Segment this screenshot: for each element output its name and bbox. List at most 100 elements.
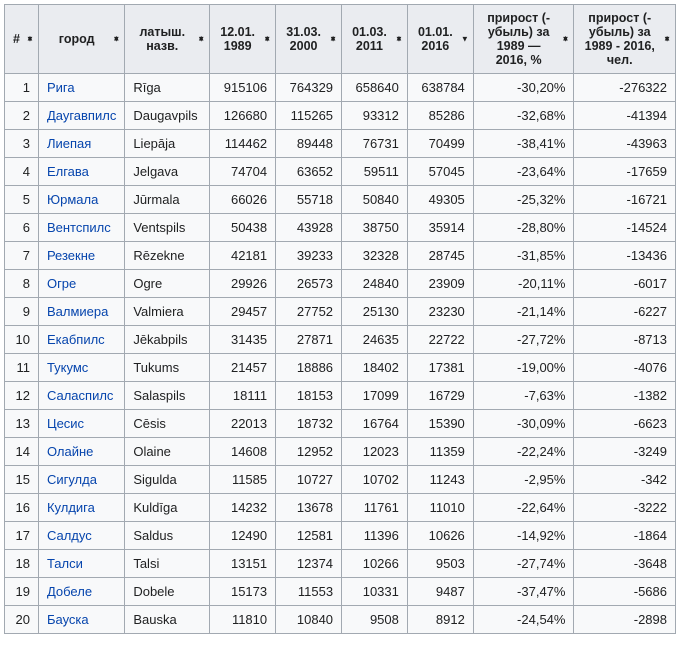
- city-link[interactable]: Тукумс: [47, 360, 88, 375]
- col-header-growth-abs[interactable]: прирост (-убыль) за 1989 - 2016, чел.: [574, 5, 676, 74]
- cell-lat: Saldus: [125, 522, 210, 550]
- table-body: 1РигаRīga915106764329658640638784-30,20%…: [5, 74, 676, 634]
- cell-v2000: 39233: [276, 242, 342, 270]
- city-link[interactable]: Вентспилс: [47, 220, 111, 235]
- city-link[interactable]: Олайне: [47, 444, 93, 459]
- cell-v1989: 29926: [210, 270, 276, 298]
- city-link[interactable]: Даугавпилс: [47, 108, 116, 123]
- cell-abs: -1382: [574, 382, 676, 410]
- cell-n: 7: [5, 242, 39, 270]
- city-link[interactable]: Екабпилс: [47, 332, 105, 347]
- cell-abs: -6227: [574, 298, 676, 326]
- cell-v1989: 29457: [210, 298, 276, 326]
- cell-v2016: 15390: [407, 410, 473, 438]
- cell-pct: -2,95%: [473, 466, 574, 494]
- cell-v2000: 12952: [276, 438, 342, 466]
- cell-v1989: 42181: [210, 242, 276, 270]
- table-row: 16КулдигаKuldīga14232136781176111010-22,…: [5, 494, 676, 522]
- city-link[interactable]: Юрмала: [47, 192, 98, 207]
- col-header-city[interactable]: город: [38, 5, 124, 74]
- cell-n: 11: [5, 354, 39, 382]
- cell-v1989: 13151: [210, 550, 276, 578]
- city-link[interactable]: Добеле: [47, 584, 92, 599]
- cell-v2011: 12023: [342, 438, 408, 466]
- cell-lat: Cēsis: [125, 410, 210, 438]
- cell-city: Резекне: [38, 242, 124, 270]
- city-link[interactable]: Лиепая: [47, 136, 91, 151]
- col-header-growth-pct[interactable]: прирост (-убыль) за 1989 — 2016, %: [473, 5, 574, 74]
- cell-v1989: 66026: [210, 186, 276, 214]
- city-link[interactable]: Бауска: [47, 612, 89, 627]
- cell-v2016: 9487: [407, 578, 473, 606]
- cell-abs: -6017: [574, 270, 676, 298]
- cell-v2011: 50840: [342, 186, 408, 214]
- cell-v2000: 43928: [276, 214, 342, 242]
- cell-abs: -4076: [574, 354, 676, 382]
- cell-city: Сигулда: [38, 466, 124, 494]
- header-label: 01.03. 2011: [352, 25, 387, 53]
- cell-lat: Jūrmala: [125, 186, 210, 214]
- cell-n: 4: [5, 158, 39, 186]
- sort-both-icon: [562, 39, 570, 40]
- cell-v2000: 13678: [276, 494, 342, 522]
- cell-abs: -5686: [574, 578, 676, 606]
- table-row: 19ДобелеDobele1517311553103319487-37,47%…: [5, 578, 676, 606]
- cell-v2000: 27752: [276, 298, 342, 326]
- col-header-latname[interactable]: латыш. назв.: [125, 5, 210, 74]
- cell-v1989: 114462: [210, 130, 276, 158]
- cell-pct: -14,92%: [473, 522, 574, 550]
- cell-city: Елгава: [38, 158, 124, 186]
- city-link[interactable]: Цесис: [47, 416, 84, 431]
- table-row: 20БаускаBauska118101084095088912-24,54%-…: [5, 606, 676, 634]
- table-row: 9ВалмиераValmiera29457277522513023230-21…: [5, 298, 676, 326]
- city-link[interactable]: Саласпилс: [47, 388, 113, 403]
- cell-lat: Sigulda: [125, 466, 210, 494]
- cell-v2016: 9503: [407, 550, 473, 578]
- cell-v2000: 12374: [276, 550, 342, 578]
- cell-n: 1: [5, 74, 39, 102]
- cell-city: Валмиера: [38, 298, 124, 326]
- cell-v2011: 11761: [342, 494, 408, 522]
- table-row: 4ЕлгаваJelgava74704636525951157045-23,64…: [5, 158, 676, 186]
- city-link[interactable]: Кулдига: [47, 500, 95, 515]
- city-link[interactable]: Елгава: [47, 164, 89, 179]
- cell-v2000: 55718: [276, 186, 342, 214]
- cell-lat: Ventspils: [125, 214, 210, 242]
- cell-pct: -21,14%: [473, 298, 574, 326]
- cell-v2000: 10727: [276, 466, 342, 494]
- cell-pct: -37,47%: [473, 578, 574, 606]
- cell-pct: -22,64%: [473, 494, 574, 522]
- table-row: 2ДаугавпилсDaugavpils1266801152659331285…: [5, 102, 676, 130]
- cell-abs: -3648: [574, 550, 676, 578]
- city-link[interactable]: Огре: [47, 276, 76, 291]
- cell-city: Даугавпилс: [38, 102, 124, 130]
- cell-v1989: 915106: [210, 74, 276, 102]
- col-header-2000[interactable]: 31.03. 2000: [276, 5, 342, 74]
- cell-pct: -32,68%: [473, 102, 574, 130]
- cell-city: Юрмала: [38, 186, 124, 214]
- cell-v2016: 8912: [407, 606, 473, 634]
- col-header-2016[interactable]: 01.01. 2016: [407, 5, 473, 74]
- city-link[interactable]: Салдус: [47, 528, 92, 543]
- cell-city: Олайне: [38, 438, 124, 466]
- cell-lat: Bauska: [125, 606, 210, 634]
- col-header-2011[interactable]: 01.03. 2011: [342, 5, 408, 74]
- col-header-num[interactable]: #: [5, 5, 39, 74]
- city-link[interactable]: Валмиера: [47, 304, 108, 319]
- cell-n: 18: [5, 550, 39, 578]
- col-header-1989[interactable]: 12.01. 1989: [210, 5, 276, 74]
- city-link[interactable]: Рига: [47, 80, 75, 95]
- cell-v1989: 50438: [210, 214, 276, 242]
- cell-v2000: 27871: [276, 326, 342, 354]
- city-link[interactable]: Сигулда: [47, 472, 97, 487]
- cell-v2016: 85286: [407, 102, 473, 130]
- cell-n: 16: [5, 494, 39, 522]
- cell-city: Тукумс: [38, 354, 124, 382]
- cell-city: Цесис: [38, 410, 124, 438]
- cell-pct: -20,11%: [473, 270, 574, 298]
- cell-pct: -30,20%: [473, 74, 574, 102]
- city-link[interactable]: Талси: [47, 556, 83, 571]
- city-link[interactable]: Резекне: [47, 248, 95, 263]
- cell-pct: -7,63%: [473, 382, 574, 410]
- header-label: прирост (-убыль) за 1989 — 2016, %: [487, 11, 550, 67]
